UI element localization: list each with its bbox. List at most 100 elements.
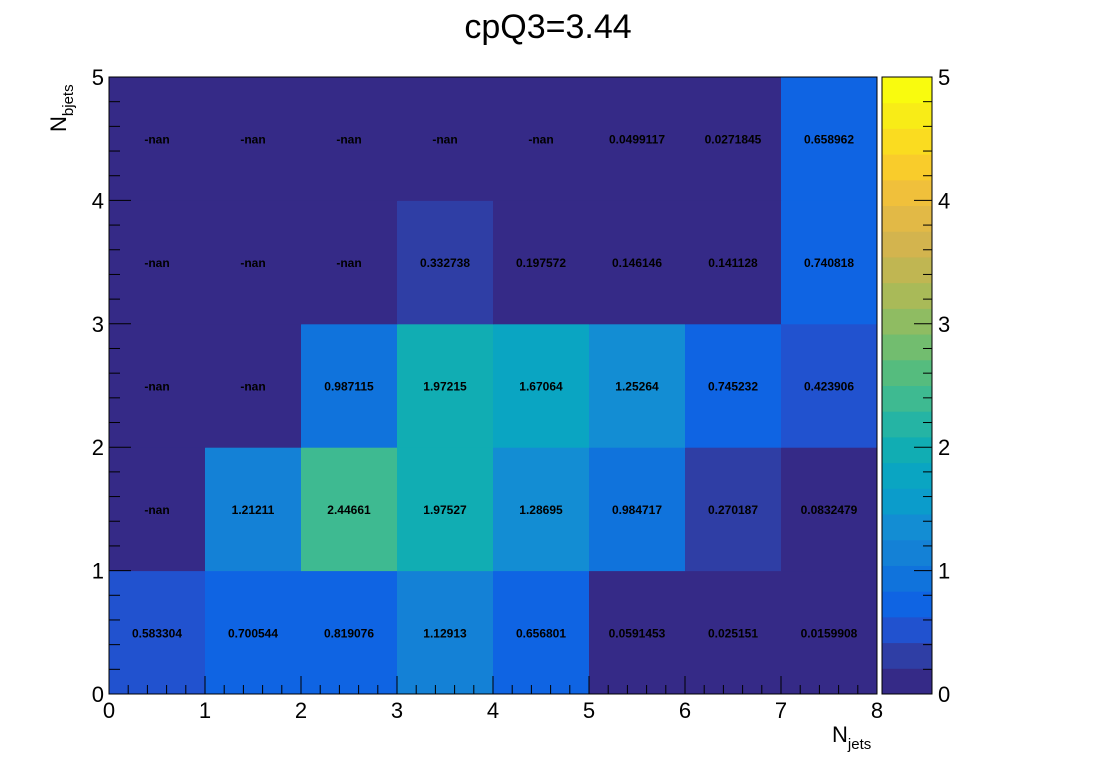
cell-value-label: 1.67064 xyxy=(519,380,563,394)
heatmap-cell xyxy=(493,570,590,695)
colorbar-tick-label: 2 xyxy=(938,435,950,460)
heatmap-cell xyxy=(685,323,782,448)
heatmap-cell xyxy=(685,200,782,325)
y-axis-title-subscript: bjets xyxy=(60,84,77,116)
colorbar-segment xyxy=(882,256,932,284)
heatmap-cell xyxy=(781,77,878,201)
cell-value-label: 0.197572 xyxy=(516,256,566,270)
heatmap-cell xyxy=(109,200,206,325)
heatmap-cell xyxy=(397,200,494,325)
y-tick-label: 1 xyxy=(92,559,104,584)
heatmap-cell xyxy=(493,323,590,448)
heatmap-cell xyxy=(109,323,206,448)
heatmap-cell xyxy=(397,323,494,448)
cell-value-label: -nan xyxy=(432,133,457,147)
cell-value-label: -nan xyxy=(144,503,169,517)
colorbar-segment xyxy=(882,282,932,309)
cell-value-label: 0.819076 xyxy=(324,626,374,640)
colorbar-segment xyxy=(882,334,932,361)
colorbar-segment xyxy=(882,642,932,669)
cell-value-label: 0.423906 xyxy=(804,380,854,394)
cell-value-label: 2.44661 xyxy=(327,503,371,517)
colorbar-segment xyxy=(882,436,932,464)
y-axis-title-main: N xyxy=(46,116,71,132)
x-axis-title-main: N xyxy=(832,722,848,747)
colorbar-segment xyxy=(882,77,932,104)
cell-value-label: -nan xyxy=(240,380,265,394)
x-tick-label: 0 xyxy=(103,698,115,723)
colorbar-segment xyxy=(882,179,932,207)
cell-value-label: 1.97215 xyxy=(423,380,467,394)
colorbar-segment xyxy=(882,231,932,258)
colorbar-segment xyxy=(882,308,932,335)
x-tick-label: 6 xyxy=(679,698,691,723)
y-axis: 0 1 2 3 4 5 xyxy=(92,65,131,707)
cell-value-label: 0.0832479 xyxy=(801,503,858,517)
colorbar-tick-label: 4 xyxy=(938,188,950,213)
colorbar-segment xyxy=(882,616,932,644)
colorbar-tick-label: 3 xyxy=(938,312,950,337)
x-tick-label: 1 xyxy=(199,698,211,723)
cell-value-label: 0.987115 xyxy=(324,380,374,394)
cell-value-label: 0.0591453 xyxy=(609,626,666,640)
cell-value-label: -nan xyxy=(528,133,553,147)
x-axis-title: Njets xyxy=(832,722,871,753)
heatmap-cell xyxy=(781,570,878,695)
color-scale-bar: 0 1 2 3 4 5 xyxy=(881,65,950,707)
cell-value-label: 0.025151 xyxy=(708,626,758,640)
colorbar-frame xyxy=(881,76,933,695)
y-axis-title: Nbjets xyxy=(46,84,77,132)
heatmap-cell xyxy=(205,77,302,201)
cell-value-labels: 0.583304 0.700544 0.819076 1.12913 0.656801 0… xyxy=(132,133,858,641)
cell-value-label: -nan xyxy=(336,256,361,270)
heatmap-cell xyxy=(301,200,398,325)
heatmap-cell xyxy=(205,200,302,325)
heatmap-cell xyxy=(397,447,494,572)
chart-title: cpQ3=3.44 xyxy=(464,8,631,46)
heatmap-cell xyxy=(205,323,302,448)
colorbar-segment xyxy=(882,462,932,489)
cell-value-label: 1.12913 xyxy=(423,626,467,640)
heatmap-cell xyxy=(493,77,590,201)
cell-value-label: 0.332738 xyxy=(420,256,470,270)
cell-value-label: 0.146146 xyxy=(612,256,662,270)
colorbar-segment xyxy=(882,102,932,129)
cell-value-label: 1.97527 xyxy=(423,503,467,517)
colorbar-segment xyxy=(882,514,932,541)
heatmap-cells xyxy=(109,77,878,695)
cell-value-label: 0.656801 xyxy=(516,626,566,640)
heatmap-cell xyxy=(589,77,686,201)
y-tick-label: 4 xyxy=(92,188,104,213)
heatmap-cell xyxy=(493,200,590,325)
heatmap-cell xyxy=(781,323,878,448)
cell-value-label: -nan xyxy=(144,133,169,147)
heatmap-cell xyxy=(685,447,782,572)
y-tick-label: 0 xyxy=(92,682,104,707)
heatmap-cell xyxy=(493,447,590,572)
heatmap-cell xyxy=(685,77,782,201)
heatmap-cell xyxy=(397,77,494,201)
colorbar-tick-label: 5 xyxy=(938,65,950,90)
heatmap-cell xyxy=(397,570,494,695)
heatmap-cell xyxy=(301,323,398,448)
cell-value-label: 1.25264 xyxy=(615,380,659,394)
colorbar-segment xyxy=(882,668,932,695)
x-tick-label: 8 xyxy=(871,698,883,723)
cell-value-label: 0.700544 xyxy=(228,626,278,640)
cell-value-label: -nan xyxy=(240,133,265,147)
x-tick-label: 4 xyxy=(487,698,499,723)
colorbar-segment xyxy=(882,539,932,566)
colorbar-segment xyxy=(882,128,932,155)
cell-value-label: 0.658962 xyxy=(804,133,854,147)
y-tick-label: 2 xyxy=(92,435,104,460)
colorbar-segment xyxy=(882,385,932,412)
colorbar-segment xyxy=(882,565,932,592)
heatmap-cell xyxy=(301,77,398,201)
heatmap-cell xyxy=(589,447,686,572)
colorbar-segment xyxy=(882,488,932,515)
colorbar-tick-label: 0 xyxy=(938,682,950,707)
cell-value-label: 0.745232 xyxy=(708,380,758,394)
heatmap-cell xyxy=(301,447,398,572)
y-tick-label: 3 xyxy=(92,312,104,337)
heatmap-cell xyxy=(781,447,878,572)
